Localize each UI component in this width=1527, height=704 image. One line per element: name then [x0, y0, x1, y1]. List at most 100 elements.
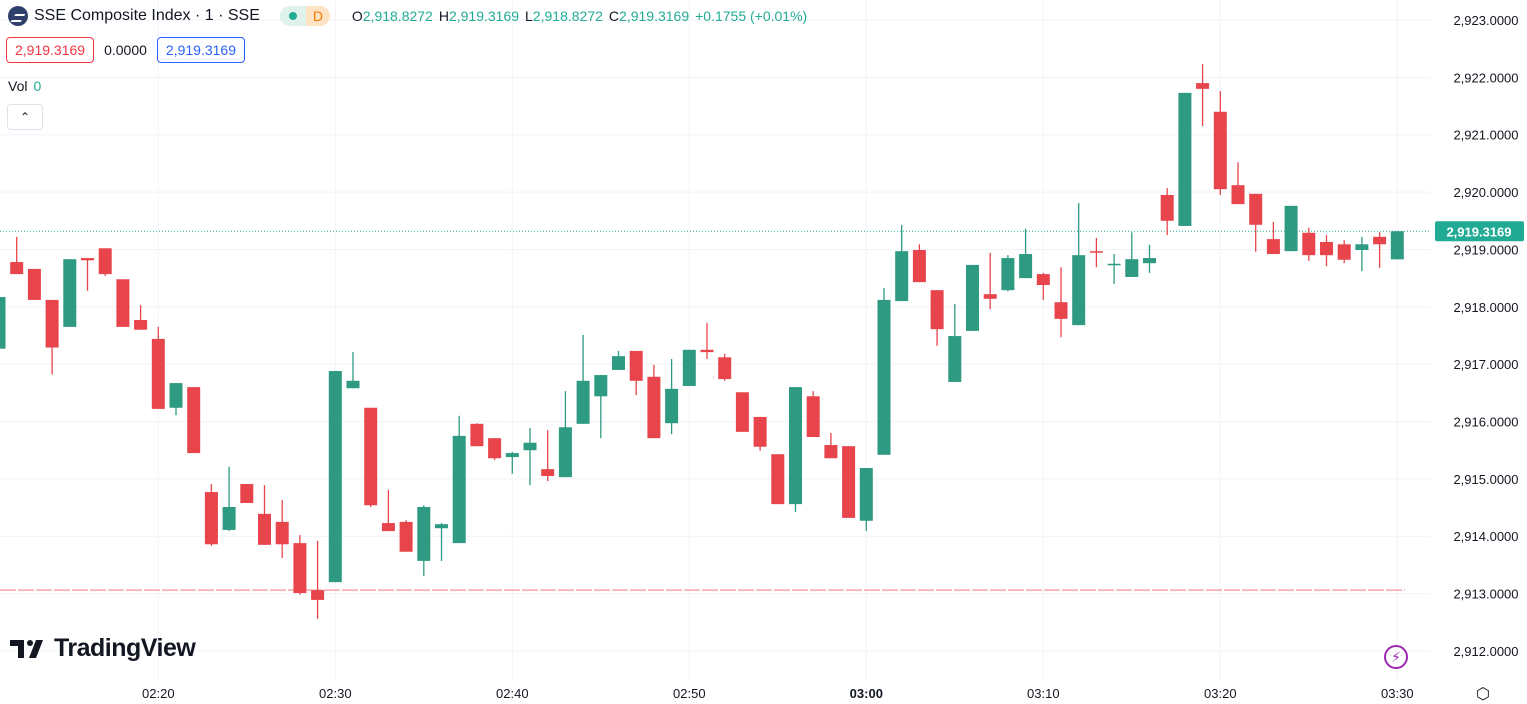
- chart-header: SSE Composite Index · 1 · SSE D O2,918.8…: [8, 6, 813, 26]
- candle-body: [612, 356, 625, 370]
- candle-02:54: [753, 416, 767, 451]
- candle-03:24: [1284, 205, 1298, 252]
- candle-03:13: [1089, 237, 1103, 268]
- y-tick-label: 2,919.0000: [1453, 242, 1518, 257]
- candle-body: [1320, 241, 1333, 256]
- candle-02:11: [0, 297, 6, 349]
- market-status-badge[interactable]: D: [279, 6, 330, 26]
- candle-03:03: [912, 244, 926, 283]
- y-tick-label: 2,913.0000: [1453, 587, 1518, 602]
- candle-03:10: [1036, 272, 1050, 300]
- candle-02:41: [523, 427, 537, 486]
- candle-02:16: [81, 258, 94, 291]
- candle-02:17: [98, 248, 112, 276]
- candle-02:47: [629, 350, 643, 396]
- candle-02:38: [470, 423, 484, 447]
- candle-body: [63, 259, 77, 327]
- high-value: 2,919.3169: [448, 8, 520, 24]
- chart-settings-icon[interactable]: ⬡: [1476, 686, 1490, 703]
- candle-02:50: [682, 349, 696, 386]
- candle-body: [824, 445, 838, 459]
- y-tick-label: 2,923.0000: [1453, 13, 1518, 28]
- candle-body: [1143, 258, 1156, 264]
- candle-body: [1107, 263, 1121, 266]
- candle-body: [346, 380, 360, 389]
- candle-03:17: [1160, 188, 1174, 236]
- y-tick-label: 2,915.0000: [1453, 472, 1518, 487]
- candle-body: [116, 279, 130, 327]
- candle-body: [1072, 255, 1086, 326]
- candle-body: [81, 258, 94, 261]
- current-price-label: 2,919.3169: [1446, 224, 1511, 239]
- candle-body: [1160, 194, 1174, 221]
- sell-button[interactable]: 2,919.3169: [6, 37, 95, 63]
- candle-03:01: [877, 287, 891, 455]
- candle-02:37: [452, 415, 466, 544]
- candle-body: [682, 349, 696, 386]
- candle-03:18: [1178, 92, 1192, 226]
- candle-body: [417, 506, 431, 561]
- candle-02:42: [541, 430, 555, 482]
- candle-03:20: [1213, 91, 1227, 195]
- tradingview-logo-icon: [10, 639, 43, 658]
- candle-body: [735, 392, 749, 432]
- change-value: +0.1755 (+0.01%): [695, 8, 808, 24]
- candle-body: [877, 299, 891, 455]
- candle-02:32: [364, 407, 378, 507]
- collapse-legend-button[interactable]: ⌃: [7, 104, 43, 130]
- candle-body: [789, 387, 802, 505]
- candle-body: [948, 336, 962, 382]
- open-value: 2,918.8272: [362, 8, 433, 24]
- volume-legend: Vol 0: [8, 78, 41, 94]
- candle-03:22: [1249, 193, 1263, 252]
- tradingview-logo-text: TradingView: [54, 634, 196, 662]
- candle-body: [1125, 259, 1139, 277]
- market-open-dot-icon: [279, 6, 306, 26]
- candle-body: [399, 521, 413, 552]
- candle-body: [1001, 258, 1015, 291]
- candle-body: [1178, 92, 1192, 226]
- candle-body: [470, 423, 484, 447]
- candle-02:35: [417, 505, 431, 576]
- candle-body: [1284, 205, 1298, 252]
- candle-body: [45, 299, 59, 348]
- candle-02:51: [700, 322, 714, 359]
- lightning-icon[interactable]: ⚡︎: [1384, 645, 1408, 669]
- candle-03:27: [1337, 240, 1351, 264]
- tradingview-logo[interactable]: TradingView: [10, 634, 196, 663]
- candle-02:49: [665, 358, 679, 435]
- candle-02:28: [293, 535, 307, 595]
- candle-body: [718, 357, 732, 380]
- candle-03:14: [1107, 254, 1121, 284]
- y-tick-label: 2,917.0000: [1453, 357, 1518, 372]
- volume-label: Vol: [8, 78, 28, 94]
- candle-03:06: [966, 264, 979, 331]
- x-tick-label: 03:00: [850, 686, 883, 701]
- chevron-up-icon: ⌃: [19, 110, 31, 124]
- candle-02:20: [151, 326, 165, 409]
- candle-body: [1196, 83, 1210, 89]
- candle-02:44: [576, 334, 590, 424]
- symbol-title[interactable]: SSE Composite Index · 1 · SSE: [34, 7, 260, 24]
- buy-button[interactable]: 2,919.3169: [156, 37, 245, 63]
- candle-03:15: [1125, 232, 1139, 277]
- candle-body: [1266, 239, 1280, 255]
- candle-body: [594, 375, 608, 397]
- candle-body: [169, 383, 183, 408]
- candle-02:19: [134, 305, 148, 330]
- candle-body: [1249, 193, 1263, 225]
- close-value: 2,919.3169: [619, 8, 690, 24]
- candle-body: [381, 523, 395, 532]
- candle-02:56: [789, 387, 802, 513]
- candle-02:45: [594, 375, 608, 439]
- candle-body: [523, 442, 537, 451]
- ohlc-readout: O2,918.8272 H2,919.3169 L2,918.8272 C2,919.…: [351, 8, 808, 24]
- candle-02:31: [346, 352, 360, 389]
- candle-02:55: [771, 454, 785, 505]
- candle-02:43: [558, 391, 572, 478]
- candle-body: [1213, 111, 1227, 190]
- candle-02:27: [275, 500, 289, 559]
- candle-body: [1373, 236, 1387, 245]
- candle-03:25: [1302, 227, 1316, 261]
